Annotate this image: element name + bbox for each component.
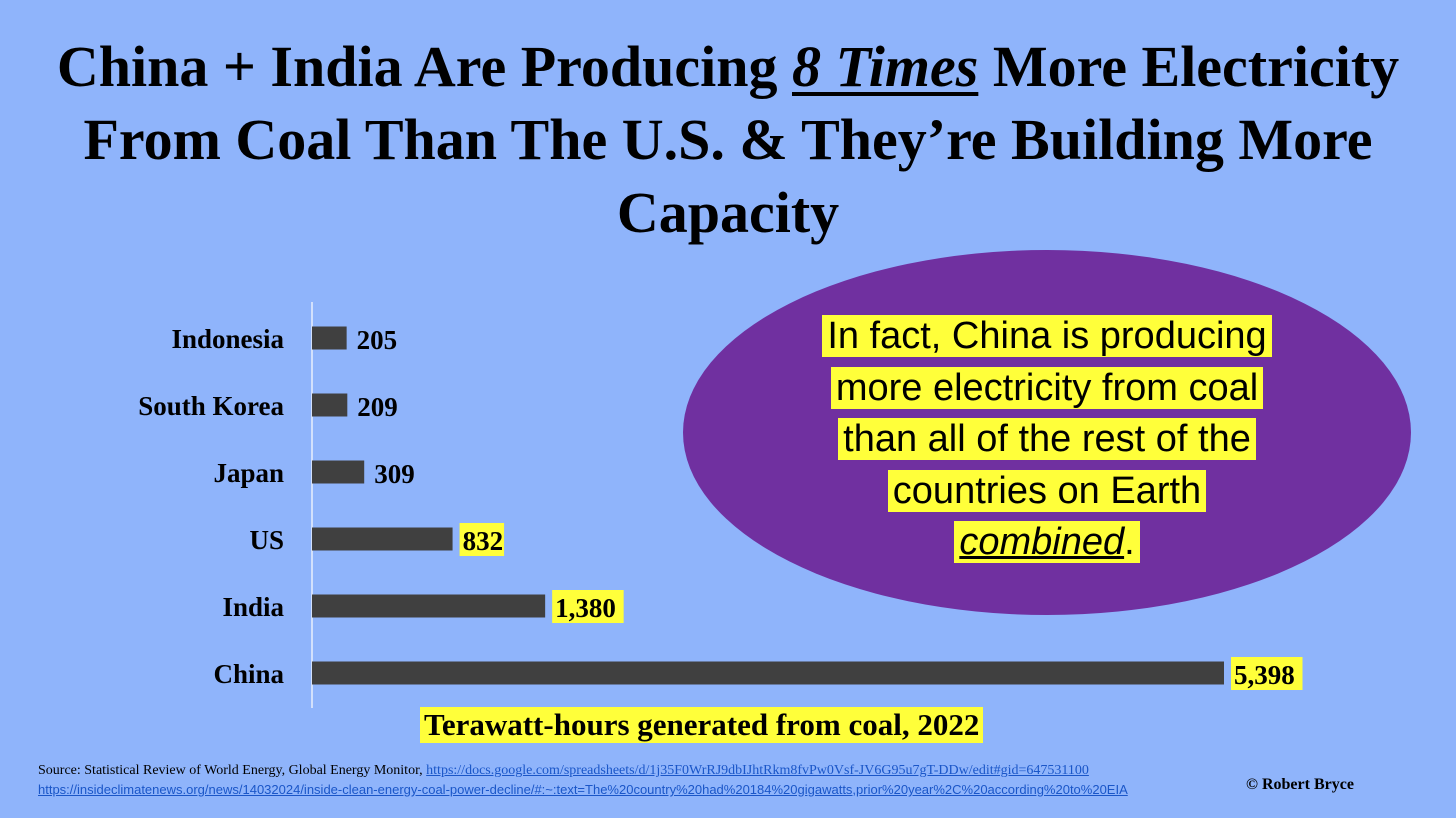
callout-line-4: countries on Earth [887,469,1207,512]
bar-south-korea [312,393,348,417]
source-link-2[interactable]: https://insideclimatenews.org/news/14032… [38,782,1128,797]
source-note: Source: Statistical Review of World Ener… [38,762,1089,780]
category-label: South Korea [138,391,284,421]
value-label: 832 [463,526,504,556]
title-text-end: More Electricity From Coal Than The U.S.… [83,34,1400,245]
bar-japan [312,460,365,484]
bar-us [312,527,453,551]
value-label: 309 [374,459,415,489]
callout-line-3: than all of the rest of the [838,418,1256,460]
source-text: Source: Statistical Review of World Ener… [38,763,427,778]
category-label: China [213,659,284,689]
title-text-start: China + India Are Producing [56,34,792,99]
value-label: 209 [357,392,398,422]
category-label: India [222,592,284,622]
bar-india [312,594,546,618]
copyright-notice: © Robert Bryce [1246,776,1354,793]
value-label: 205 [357,325,398,355]
callout-text: In fact, China is producing more electri… [733,311,1361,569]
bar-china [312,661,1224,685]
title-emphasis: 8 Times [792,34,979,99]
source-link-1[interactable]: https://docs.google.com/spreadsheets/d/1… [426,763,1089,778]
category-label: US [249,525,284,555]
category-label: Indonesia [171,324,284,354]
category-label: Japan [213,458,284,488]
callout-emphasis: combined [959,521,1125,563]
value-label-highlight [552,590,624,623]
value-label-highlight [1231,657,1303,690]
callout-line-5: combined. [954,521,1140,563]
callout-period: . [1124,521,1135,563]
callout-line-1: In fact, China is producing [822,315,1272,357]
callout-line-2: more electricity from coal [830,366,1264,409]
value-label-highlight [459,523,505,556]
value-label: 1,380 [555,593,616,623]
bar-indonesia [312,326,347,350]
coal-generation-bar-chart: Indonesia 205 South Korea 209 Japan 309 US 832 I… [138,302,1303,708]
value-label: 5,398 [1234,660,1295,690]
slide-title: China + India Are Producing 8 Times More… [0,30,1456,249]
x-axis-label: Terawatt-hours generated from coal, 2022 [420,707,984,743]
